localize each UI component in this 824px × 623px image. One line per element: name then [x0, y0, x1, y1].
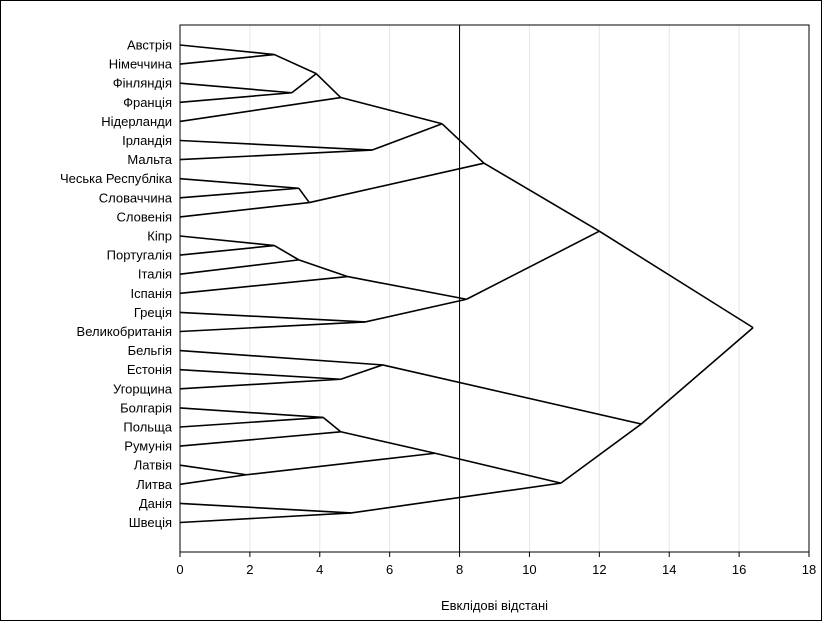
dendrogram-branch [291, 73, 317, 94]
leaf-label: Італія [138, 267, 172, 282]
plot-area [179, 24, 810, 553]
dendrogram-branch [340, 364, 383, 381]
x-tick-label: 18 [802, 562, 816, 577]
x-tick-label: 12 [592, 562, 606, 577]
leaf-label: Іспанія [131, 286, 173, 301]
dendrogram-branch [179, 321, 366, 333]
leaf-label: Ірландія [122, 133, 172, 148]
x-tick-label: 0 [176, 562, 183, 577]
dendrogram-branch [179, 244, 275, 256]
dendrogram-branch [598, 230, 754, 329]
dendrogram-branch [434, 452, 562, 484]
dendrogram-branch [179, 82, 292, 94]
dendrogram-branch [273, 244, 300, 261]
dendrogram-branch [179, 502, 352, 514]
x-axis-ticks: 0 2 4 6 8 10 12 14 16 18 [176, 552, 816, 577]
dendrogram-branch [371, 123, 443, 151]
dendrogram-branch [246, 452, 436, 476]
dendrogram-branch [179, 368, 341, 381]
leaf-label: Словаччина [99, 190, 173, 205]
x-tick-label: 10 [522, 562, 536, 577]
leaf-label: Польща [123, 420, 172, 435]
dendrogram-branch [179, 311, 366, 323]
leaf-label: Німеччина [109, 57, 173, 72]
dendrogram-branch [179, 378, 341, 390]
dendrogram-branch [179, 187, 299, 199]
dendrogram-branch [179, 44, 275, 56]
leaf-labels: Австрія Німеччина Фінляндія Франція Нідерлан… [60, 38, 173, 531]
dendrogram-branch [365, 298, 467, 323]
dendrogram-branch [483, 162, 600, 232]
dendrogram-branch [351, 482, 562, 514]
leaf-label: Швеція [129, 515, 172, 530]
dendrogram-branch [274, 53, 317, 75]
dendrogram-branch [309, 162, 485, 204]
dendrogram-branch [560, 423, 642, 484]
dendrogram-branch [179, 235, 275, 247]
dendrogram-branch [322, 416, 342, 433]
leaf-label: Мальта [127, 152, 172, 167]
dendrogram-branch [179, 416, 324, 428]
dendrogram-branch [179, 201, 310, 218]
dendrogram-branch [179, 91, 292, 104]
grid-lines [249, 25, 740, 552]
leaf-label: Франція [123, 95, 172, 110]
leaf-label: Угорщина [113, 381, 173, 396]
dendrogram-branch [179, 259, 299, 275]
dendrogram-branch [340, 430, 436, 455]
leaf-label: Фінляндія [113, 76, 172, 91]
dendrogram-branch [179, 53, 275, 65]
x-tick-label: 6 [386, 562, 393, 577]
leaf-label: Естонія [127, 362, 172, 377]
dendrogram-branch [179, 464, 247, 476]
dendrogram-branch [640, 327, 754, 425]
dendrogram-branch [466, 230, 600, 300]
leaf-label: Румунія [124, 439, 172, 454]
dendrogram-branch [179, 407, 324, 419]
dendrogram-branch [179, 275, 348, 295]
dendrogram-branch [347, 275, 467, 301]
dendrogram-branch [441, 123, 485, 164]
dendrogram-branch [179, 430, 341, 447]
x-tick-label: 14 [662, 562, 676, 577]
dendrogram-branch [298, 259, 348, 278]
dendrogram-branch [340, 96, 443, 125]
dendrogram-branch [179, 149, 373, 161]
x-axis-title: Евклідові відстані [441, 598, 548, 613]
x-tick-label: 4 [316, 562, 323, 577]
dendrogram-branch [179, 96, 341, 123]
leaf-label: Кіпр [147, 229, 172, 244]
x-tick-label: 16 [732, 562, 746, 577]
x-tick-label: 2 [246, 562, 253, 577]
dendrogram-branches [179, 44, 754, 524]
dendrogram-branch [179, 512, 352, 524]
leaf-label: Чеська Республіка [60, 171, 173, 186]
leaf-label: Австрія [127, 38, 172, 53]
dendrogram-branch [315, 73, 342, 99]
leaf-label: Литва [136, 477, 173, 492]
leaf-label: Нідерланди [101, 114, 172, 129]
dendrogram-branch [179, 139, 373, 151]
leaf-label: Болгарія [120, 400, 172, 415]
leaf-label: Латвія [134, 458, 172, 473]
dendrogram-branch [179, 473, 247, 486]
dendrogram-branch [179, 177, 299, 190]
leaf-label: Португалія [107, 248, 172, 263]
dendrogram-branch [298, 187, 310, 204]
dendrogram-branch [382, 364, 642, 425]
leaf-label: Великобританія [77, 324, 172, 339]
x-tick-label: 8 [456, 562, 463, 577]
leaf-label: Бельгія [128, 343, 172, 358]
leaf-label: Словенія [117, 209, 172, 224]
dendrogram-branch [179, 349, 383, 366]
leaf-label: Данія [139, 496, 172, 511]
leaf-label: Греція [134, 305, 172, 320]
